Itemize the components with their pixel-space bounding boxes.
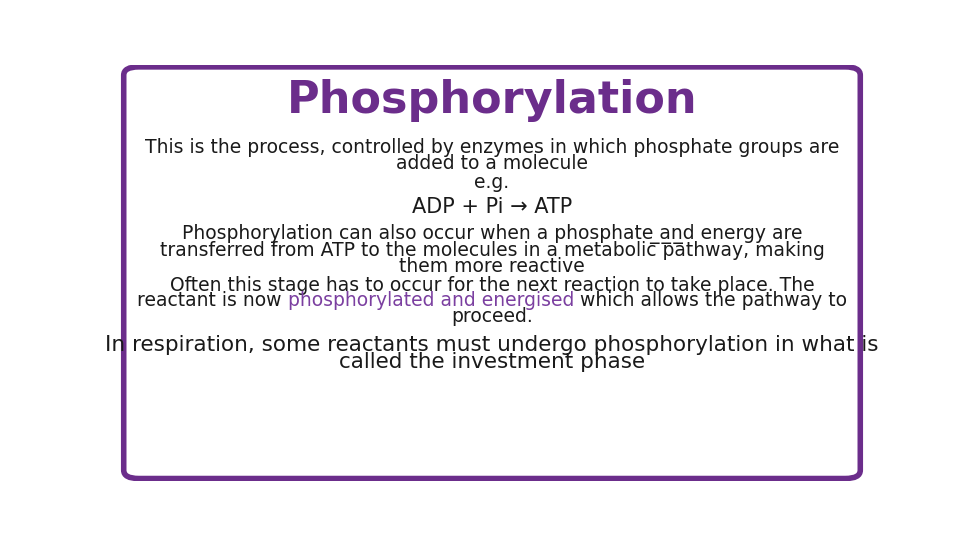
Text: In respiration, some reactants must undergo phosphorylation in what is: In respiration, some reactants must unde…	[106, 335, 878, 355]
Text: Phosphorylation can also occur when a phosphate ̲a̲n̲d energy are: Phosphorylation can also occur when a ph…	[181, 225, 803, 245]
Text: proceed.: proceed.	[451, 307, 533, 326]
Text: them more reactive: them more reactive	[399, 256, 585, 275]
FancyBboxPatch shape	[124, 67, 860, 478]
Text: e.g.: e.g.	[474, 173, 510, 192]
Text: reactant is now: reactant is now	[137, 292, 288, 310]
Text: called the investment phase: called the investment phase	[339, 352, 645, 372]
Text: which allows the pathway to: which allows the pathway to	[574, 292, 847, 310]
Text: Phosphorylation: Phosphorylation	[287, 79, 697, 122]
Text: Often this stage has to occur for the next reaction to take place. The: Often this stage has to occur for the ne…	[170, 276, 814, 295]
Text: phosphorylated and energised: phosphorylated and energised	[288, 292, 574, 310]
Text: added to a molecule: added to a molecule	[396, 154, 588, 173]
Text: ADP + Pi → ATP: ADP + Pi → ATP	[412, 197, 572, 217]
Text: This is the process, controlled by enzymes in which phosphate groups are: This is the process, controlled by enzym…	[145, 138, 839, 158]
Text: transferred from ATP to the molecules in a metabolic pathway, making: transferred from ATP to the molecules in…	[159, 241, 825, 260]
